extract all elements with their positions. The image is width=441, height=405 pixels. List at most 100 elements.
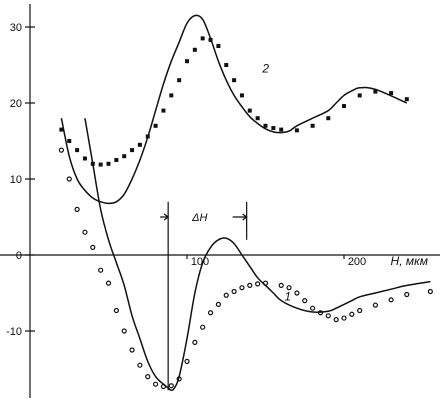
data-point	[192, 339, 198, 345]
data-point	[207, 310, 214, 316]
data-point	[66, 176, 72, 182]
data-point	[177, 78, 182, 83]
data-point	[255, 281, 261, 287]
x-tick-label: 100	[191, 256, 209, 268]
curve-2	[60, 14, 408, 205]
data-point	[333, 317, 339, 323]
delta-annotation: ΔH	[160, 201, 248, 391]
data-point	[317, 310, 324, 316]
delta-arrows	[160, 213, 248, 221]
data-point	[357, 93, 362, 98]
data-point	[388, 297, 394, 303]
data-point	[427, 288, 433, 295]
data-point	[223, 292, 229, 298]
data-point	[121, 328, 127, 334]
data-point	[294, 128, 299, 133]
curve-1-label: 1	[284, 290, 291, 304]
data-point	[169, 93, 174, 98]
data-point	[325, 313, 331, 319]
data-point	[302, 298, 308, 304]
data-point	[263, 123, 268, 128]
y-tick-label: 10	[10, 174, 22, 186]
data-point	[349, 311, 355, 317]
data-point	[113, 307, 119, 314]
data-point	[215, 301, 221, 307]
axes	[0, 4, 440, 398]
data-point	[145, 134, 150, 139]
data-point	[153, 381, 159, 387]
data-point	[82, 229, 88, 235]
y-tick-label: 0	[16, 250, 22, 262]
data-point	[168, 383, 174, 389]
data-point	[75, 148, 80, 153]
data-point	[247, 282, 253, 288]
data-point	[145, 374, 151, 380]
data-point	[389, 91, 394, 96]
x-axis-label: H, мкм	[391, 254, 428, 268]
data-point	[105, 280, 112, 286]
data-point	[255, 116, 260, 121]
data-point	[239, 93, 244, 98]
data-point	[106, 161, 111, 166]
data-point	[278, 282, 284, 288]
data-point	[67, 139, 72, 143]
series-2-exp	[59, 36, 409, 167]
data-point	[161, 108, 166, 113]
data-point	[153, 123, 158, 128]
data-point	[247, 108, 252, 113]
data-point	[176, 376, 182, 382]
data-point	[357, 307, 363, 314]
series-1-exp	[58, 147, 433, 390]
y-tick-label: 30	[10, 22, 22, 34]
data-point	[279, 127, 284, 132]
data-point	[130, 148, 135, 153]
data-point	[232, 78, 237, 83]
data-point	[59, 127, 64, 132]
data-point	[200, 36, 205, 41]
data-point	[185, 59, 189, 64]
curve-2-label: 2	[261, 62, 269, 76]
x-ticks: 100 200	[186, 255, 366, 268]
data-point	[271, 126, 276, 131]
data-point	[404, 97, 409, 102]
data-point	[82, 156, 87, 161]
data-point	[137, 362, 143, 368]
data-point	[208, 37, 213, 42]
data-point	[310, 123, 315, 128]
y-tick-label: -10	[6, 326, 22, 338]
data-point	[224, 63, 229, 67]
data-point	[404, 291, 410, 298]
data-point	[231, 288, 237, 295]
data-point	[262, 280, 269, 286]
data-point	[122, 154, 127, 159]
data-point	[90, 244, 96, 250]
data-point	[341, 315, 347, 321]
data-point	[239, 285, 245, 291]
series-2	[60, 14, 408, 205]
data-point	[342, 104, 346, 109]
data-point	[129, 347, 135, 353]
data-point	[74, 206, 80, 212]
series-layer	[58, 14, 433, 392]
data-point	[58, 147, 65, 153]
data-point	[184, 358, 190, 364]
data-point	[200, 324, 206, 330]
data-point	[137, 142, 142, 147]
data-point	[373, 89, 378, 94]
data-point	[326, 116, 331, 121]
delta-label: ΔH	[191, 212, 207, 224]
data-point	[98, 162, 103, 167]
data-point	[90, 161, 95, 166]
data-point	[160, 383, 167, 390]
data-point	[372, 302, 378, 308]
data-point	[216, 44, 221, 48]
data-point	[286, 285, 292, 291]
data-point	[98, 267, 104, 273]
curve-1	[84, 118, 431, 392]
data-point	[294, 290, 300, 296]
x-tick-label: 200	[348, 256, 366, 268]
y-ticks: 30 20 10 0 -10	[6, 22, 35, 338]
y-tick-label: 20	[10, 98, 22, 110]
series-1	[84, 118, 431, 392]
data-point	[114, 158, 119, 162]
